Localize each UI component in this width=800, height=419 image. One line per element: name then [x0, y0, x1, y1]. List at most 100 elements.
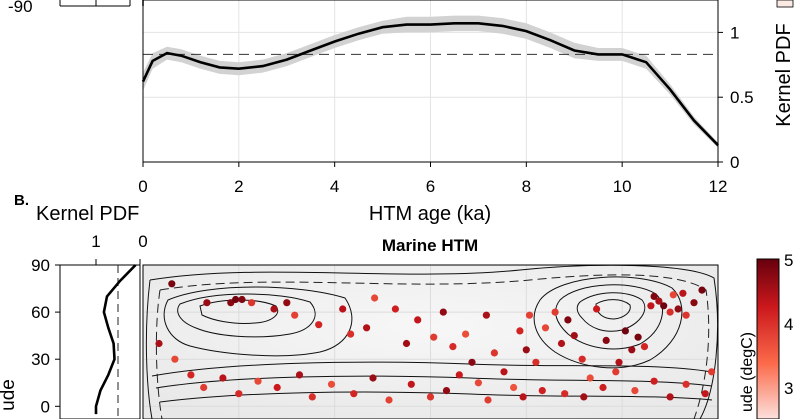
proxy-site-57: [698, 286, 706, 294]
proxy-site-85: [155, 339, 163, 348]
contour-east-outer: [533, 276, 683, 369]
proxy-site-66: [295, 371, 304, 379]
proxy-site-47: [647, 302, 655, 310]
proxy-site-40: [593, 305, 601, 313]
proxy-site-8: [291, 311, 299, 319]
colorbar-label: ude (degC): [739, 332, 756, 412]
proxy-site-6: [270, 305, 278, 313]
proxy-site-29: [522, 346, 530, 354]
panel-b-frame: [142, 264, 719, 419]
proxy-site-65: [273, 383, 281, 392]
proxy-site-3: [232, 295, 240, 304]
proxy-site-4: [238, 295, 246, 304]
proxy-site-46: [640, 343, 649, 351]
proxy-site-5: [248, 299, 256, 307]
colorbar-tick-4: 4: [784, 315, 793, 334]
panel-a-x-tick-0: 0: [138, 177, 147, 196]
panel-b-letter: B.: [14, 192, 29, 209]
proxy-site-72: [407, 380, 415, 388]
proxy-site-45: [634, 333, 642, 341]
side-pdf-label: Kernel PDF: [36, 203, 139, 225]
proxy-site-22: [468, 358, 476, 366]
proxy-site-42: [612, 368, 620, 376]
proxy-site-62: [219, 374, 227, 382]
proxy-site-0: [168, 280, 176, 288]
panel-a-x-ticks: 0 2 4 6 8 10 12: [138, 162, 727, 196]
panel-a-x-tick-4: 4: [330, 177, 339, 196]
colorbar: 5 4 3 ude (degC): [739, 251, 793, 419]
proxy-site-79: [631, 387, 639, 395]
proxy-site-78: [580, 393, 588, 401]
panel-a-confidence-band: [143, 15, 718, 148]
proxy-site-58: [615, 358, 623, 366]
proxy-site-54: [679, 289, 687, 297]
side-kernel-pdf: 1 0 Kernel PDF: [36, 203, 148, 419]
panel-a-x-tick-8: 8: [522, 177, 531, 196]
proxy-site-61: [200, 383, 208, 392]
panel-a-y-tick-1: 1: [730, 23, 739, 42]
proxy-site-30: [525, 311, 534, 319]
proxy-site-55: [682, 311, 690, 319]
colorbar-tick-3: 3: [784, 379, 793, 398]
proxy-site-9: [315, 321, 323, 329]
proxy-site-50: [660, 302, 668, 310]
proxy-site-15: [402, 339, 411, 348]
panel-b-y-label: ude: [0, 379, 19, 411]
panel-a-y-ticks: 00.51: [718, 23, 754, 172]
proxy-site-18: [439, 308, 447, 316]
proxy-site-7: [283, 299, 291, 307]
proxy-site-56: [690, 299, 698, 307]
proxy-site-25: [490, 349, 498, 357]
panel-b-y-ticks: 90 60 30 0: [31, 256, 60, 416]
upper-panel-remnant: -90: [8, 0, 794, 16]
proxy-site-35: [557, 339, 566, 348]
contour-east-core: [595, 299, 631, 320]
proxy-site-73: [426, 393, 435, 401]
side-pdf-tick-0: 0: [138, 232, 147, 251]
panel-a-y-tick-0: 0: [730, 153, 739, 172]
proxy-site-49: [655, 297, 663, 305]
proxy-site-71: [385, 396, 393, 404]
colorbar-tick-5: 5: [784, 251, 793, 270]
proxy-site-75: [484, 396, 492, 404]
proxy-site-59: [599, 383, 607, 392]
proxy-site-31: [532, 358, 540, 366]
proxy-site-60: [187, 371, 195, 379]
panel-b-y-tick-0: 0: [41, 397, 50, 416]
panel-a-y-label: Kernel PDF: [773, 23, 795, 126]
proxy-site-84: [708, 368, 716, 376]
proxy-site-44: [628, 346, 636, 354]
panel-b-title: Marine HTM: [382, 236, 478, 255]
proxy-site-82: [682, 380, 690, 388]
proxy-site-41: [602, 336, 610, 344]
proxy-site-80: [650, 377, 658, 385]
panel-b-y-tick-90: 90: [31, 256, 50, 275]
proxy-site-67: [308, 393, 316, 401]
proxy-site-39: [586, 374, 594, 382]
proxy-site-86: [171, 355, 179, 363]
upper-panel-tick-label: -90: [8, 0, 33, 16]
proxy-site-77: [561, 390, 569, 398]
proxy-site-19: [449, 343, 457, 351]
proxy-site-69: [350, 390, 358, 398]
proxy-site-81: [666, 393, 674, 401]
proxy-site-17: [430, 333, 438, 341]
contour-west-outer: [163, 286, 353, 357]
panel-b-y-tick-30: 30: [31, 350, 50, 369]
panel-a-pdf-line: [141, 22, 719, 147]
proxy-site-68: [327, 380, 336, 388]
panel-b-y-tick-60: 60: [31, 303, 50, 322]
proxy-site-32: [538, 387, 546, 395]
proxy-sites: [155, 280, 716, 404]
panel-a-x-tick-2: 2: [234, 177, 243, 196]
panel-a-x-tick-10: 10: [613, 177, 632, 196]
proxy-site-48: [650, 292, 658, 300]
proxy-site-21: [462, 330, 470, 338]
proxy-site-10: [339, 305, 347, 313]
panel-a-x-tick-6: 6: [426, 177, 435, 196]
proxy-site-16: [414, 316, 422, 324]
proxy-site-64: [254, 377, 262, 385]
proxy-site-33: [541, 324, 550, 332]
proxy-site-38: [578, 355, 586, 363]
